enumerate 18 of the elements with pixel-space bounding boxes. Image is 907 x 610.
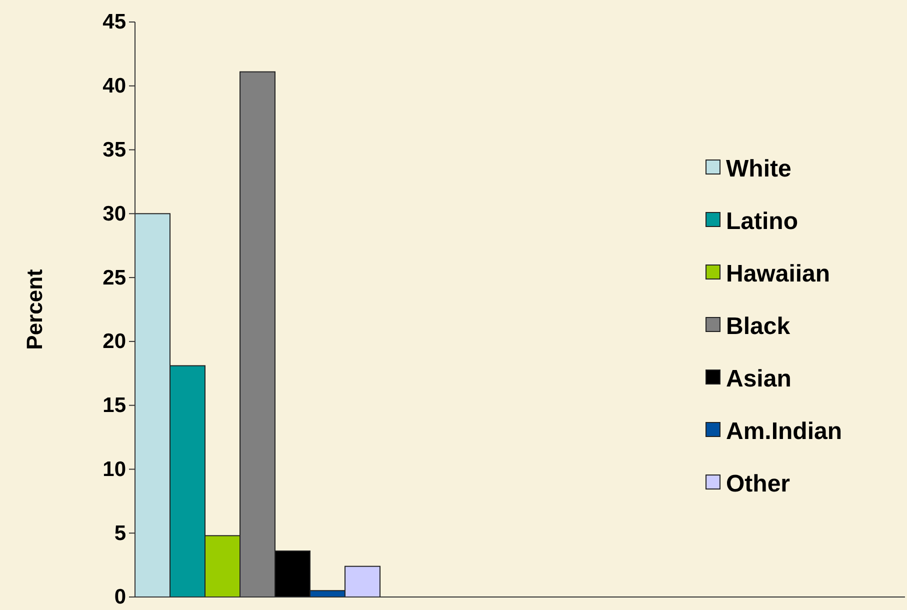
- legend-label: Latino: [726, 208, 798, 235]
- legend-label: Am.Indian: [726, 418, 842, 445]
- y-tick-label: 5: [114, 522, 126, 545]
- y-tick-label: 20: [102, 330, 126, 354]
- legend-label: Black: [726, 312, 791, 340]
- y-tick-label: 15: [102, 394, 126, 418]
- y-tick-label: 25: [102, 266, 126, 290]
- y-tick-label: 35: [102, 138, 126, 162]
- y-tick-label: 40: [102, 74, 126, 98]
- y-tick-label: 10: [102, 458, 126, 481]
- legend-label: Hawaiian: [726, 260, 830, 288]
- legend-label: Asian: [726, 365, 792, 392]
- legend-label: White: [726, 155, 792, 182]
- y-tick-label: 30: [102, 202, 126, 226]
- y-axis-title: Percent: [22, 268, 47, 350]
- legend-label: Other: [726, 470, 790, 498]
- y-tick-label: 45: [102, 10, 126, 34]
- y-tick-label: 0: [114, 586, 126, 609]
